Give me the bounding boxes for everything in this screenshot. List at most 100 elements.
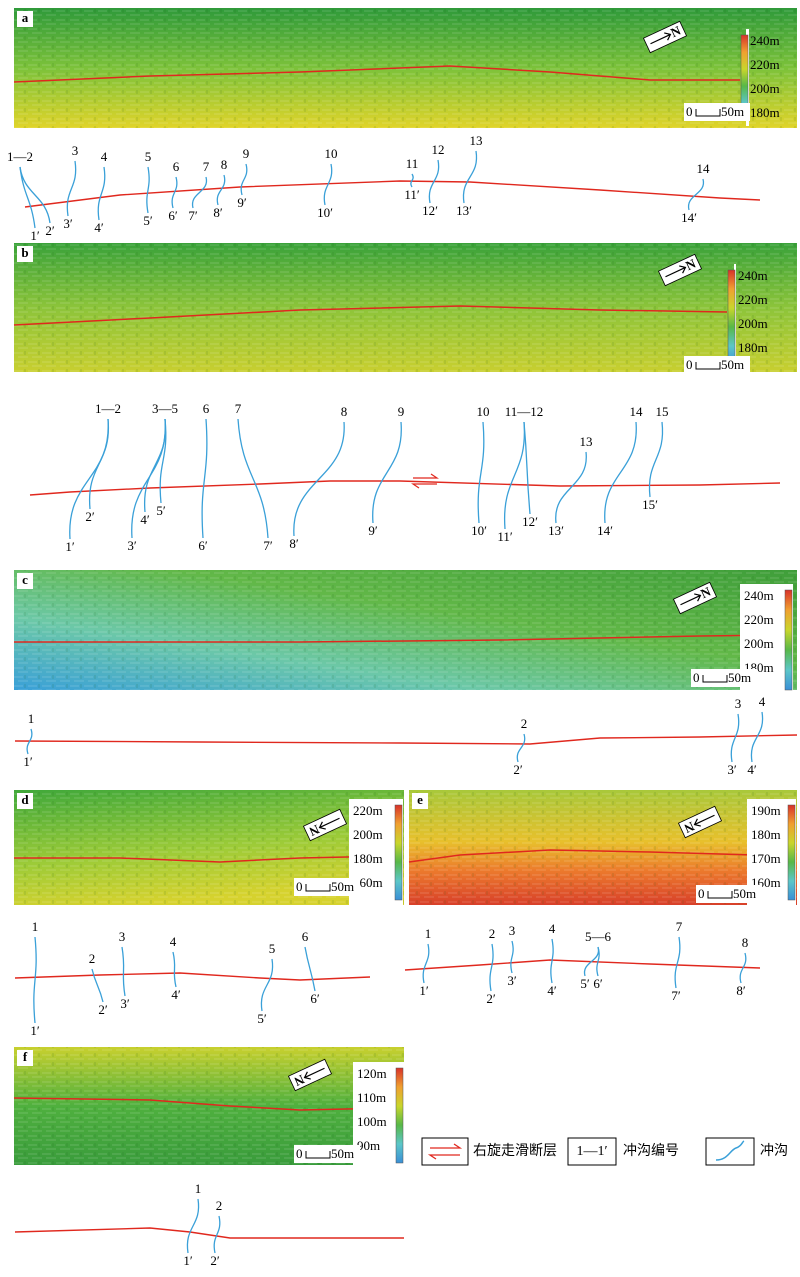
gully-line [674, 936, 681, 989]
gully-line [648, 421, 664, 498]
panel-letter-box [17, 1050, 33, 1066]
gully-line [172, 951, 177, 988]
gully-label: 5 [269, 941, 276, 956]
gully-label: 6 [203, 401, 210, 416]
gully-label: 9 [243, 146, 250, 161]
gully-line [91, 968, 104, 1003]
gully-label: 10′ [317, 205, 333, 220]
gully-label: 4′ [171, 987, 181, 1002]
gully-label: 1—2 [7, 149, 33, 164]
gully-line [88, 418, 110, 510]
gully-label: 7 [235, 401, 242, 416]
gully-label: 13′ [548, 523, 564, 538]
gully-line [604, 421, 637, 524]
fault-line [404, 959, 761, 971]
gully-label: 3′ [727, 762, 737, 777]
colorbar-label: 220m [750, 57, 780, 72]
fault-trace [13, 305, 728, 326]
panel-letter-box [412, 793, 428, 809]
dem-panel: f 120m 110m 100m 90m 0 50m N [13, 1047, 404, 1169]
gully-line [213, 1215, 221, 1254]
gully-label: 8′ [736, 983, 746, 998]
gully-label: 7′ [188, 208, 198, 223]
gully-line [191, 176, 208, 209]
gully-line [372, 421, 402, 524]
scalebar-label: 0 [693, 670, 700, 685]
gully-label: 8 [742, 935, 749, 950]
dem-panel: b 240m 220m 200m 180m 0 50m N [13, 243, 797, 374]
gully-line [143, 418, 167, 513]
gully-label: 1 [32, 919, 39, 934]
fault-trace [14, 634, 786, 643]
colorbar-label: 160m [353, 875, 383, 890]
gully-label: 13 [470, 133, 483, 148]
gully-line [503, 421, 526, 530]
fault-line [14, 972, 371, 981]
gully-label: 15 [656, 404, 669, 419]
gully-line [146, 166, 150, 214]
gully-label: 7′ [671, 988, 681, 1003]
fault-line [24, 180, 761, 208]
fault-trace [13, 1097, 396, 1111]
schematic: 1—2 3 4 5 6 7 89 10 11 12 13 14 1′ 2′ 3′ 4′ 5′ 6′ 7′ 8′ 9′ 10… [7, 133, 761, 243]
gully-label: 2 [216, 1198, 223, 1213]
gully-label: 5′ [257, 1011, 267, 1026]
gully-label: 2′ [210, 1253, 220, 1268]
gully-label: 14′ [597, 523, 613, 538]
scalebar-label: 50m [733, 886, 756, 901]
gully-label: 7 [676, 919, 683, 934]
gully-label: 1—2 [95, 401, 121, 416]
gully-line [410, 173, 414, 188]
legend-box [421, 1137, 469, 1166]
gully-label: 13′ [456, 203, 472, 218]
north-arrow: N [657, 253, 703, 287]
panel-letter: b [21, 245, 28, 260]
colorbar-label: 200m [353, 827, 383, 842]
gully-label: 1′ [65, 539, 75, 554]
gully-line [489, 943, 494, 992]
colorbar-label: 110m [357, 1090, 386, 1105]
scalebar [695, 362, 721, 370]
gully-label: 2′ [98, 1002, 108, 1017]
fault-line [14, 1227, 404, 1239]
schematic: 12 1′ 2′ [14, 1181, 404, 1268]
gully-label: 15′ [642, 497, 658, 512]
gully-label: 12 [432, 142, 445, 157]
gully-line [428, 159, 440, 204]
north-arrow-line [303, 1067, 325, 1080]
gully-label: 4′ [140, 512, 150, 527]
gully-label: 4 [549, 921, 556, 936]
colorbar-label: 200m [750, 81, 780, 96]
scalebar-label: 0 [686, 104, 693, 119]
gully-label: 6 [173, 159, 180, 174]
gully-label: 1 [425, 926, 432, 941]
gully-label: 6′ [198, 538, 208, 553]
gully-label: 2′ [45, 223, 55, 238]
fault-trace [14, 855, 395, 863]
gully-line [186, 1198, 200, 1254]
gully-line [550, 938, 554, 984]
schematic: 1 2 3 4 1′ 2′ 3′ 4′ [14, 694, 798, 777]
fault-trace [408, 849, 788, 863]
gully-label: 3—5 [152, 401, 178, 416]
gully-line [121, 946, 126, 997]
gully-label: 11′ [497, 529, 513, 544]
scalebar-label: 50m [721, 104, 744, 119]
gully-label: 1′ [30, 228, 40, 243]
gully-line [293, 421, 345, 537]
colorbar [787, 804, 796, 901]
gully-line [739, 952, 747, 984]
colorbar-label: 180m [750, 105, 780, 120]
legend-sample: 1—1′ [576, 1144, 607, 1159]
north-arrow: N [642, 20, 688, 54]
north-arrow-line [665, 265, 687, 278]
colorbar-bg [353, 1062, 404, 1169]
gully-label: 14 [630, 404, 644, 419]
gully-line [171, 176, 178, 209]
colorbar-label: 100m [357, 1114, 387, 1129]
gully-label: 10′ [471, 523, 487, 538]
gully-label: 2′ [85, 509, 95, 524]
gully-line [516, 733, 526, 763]
